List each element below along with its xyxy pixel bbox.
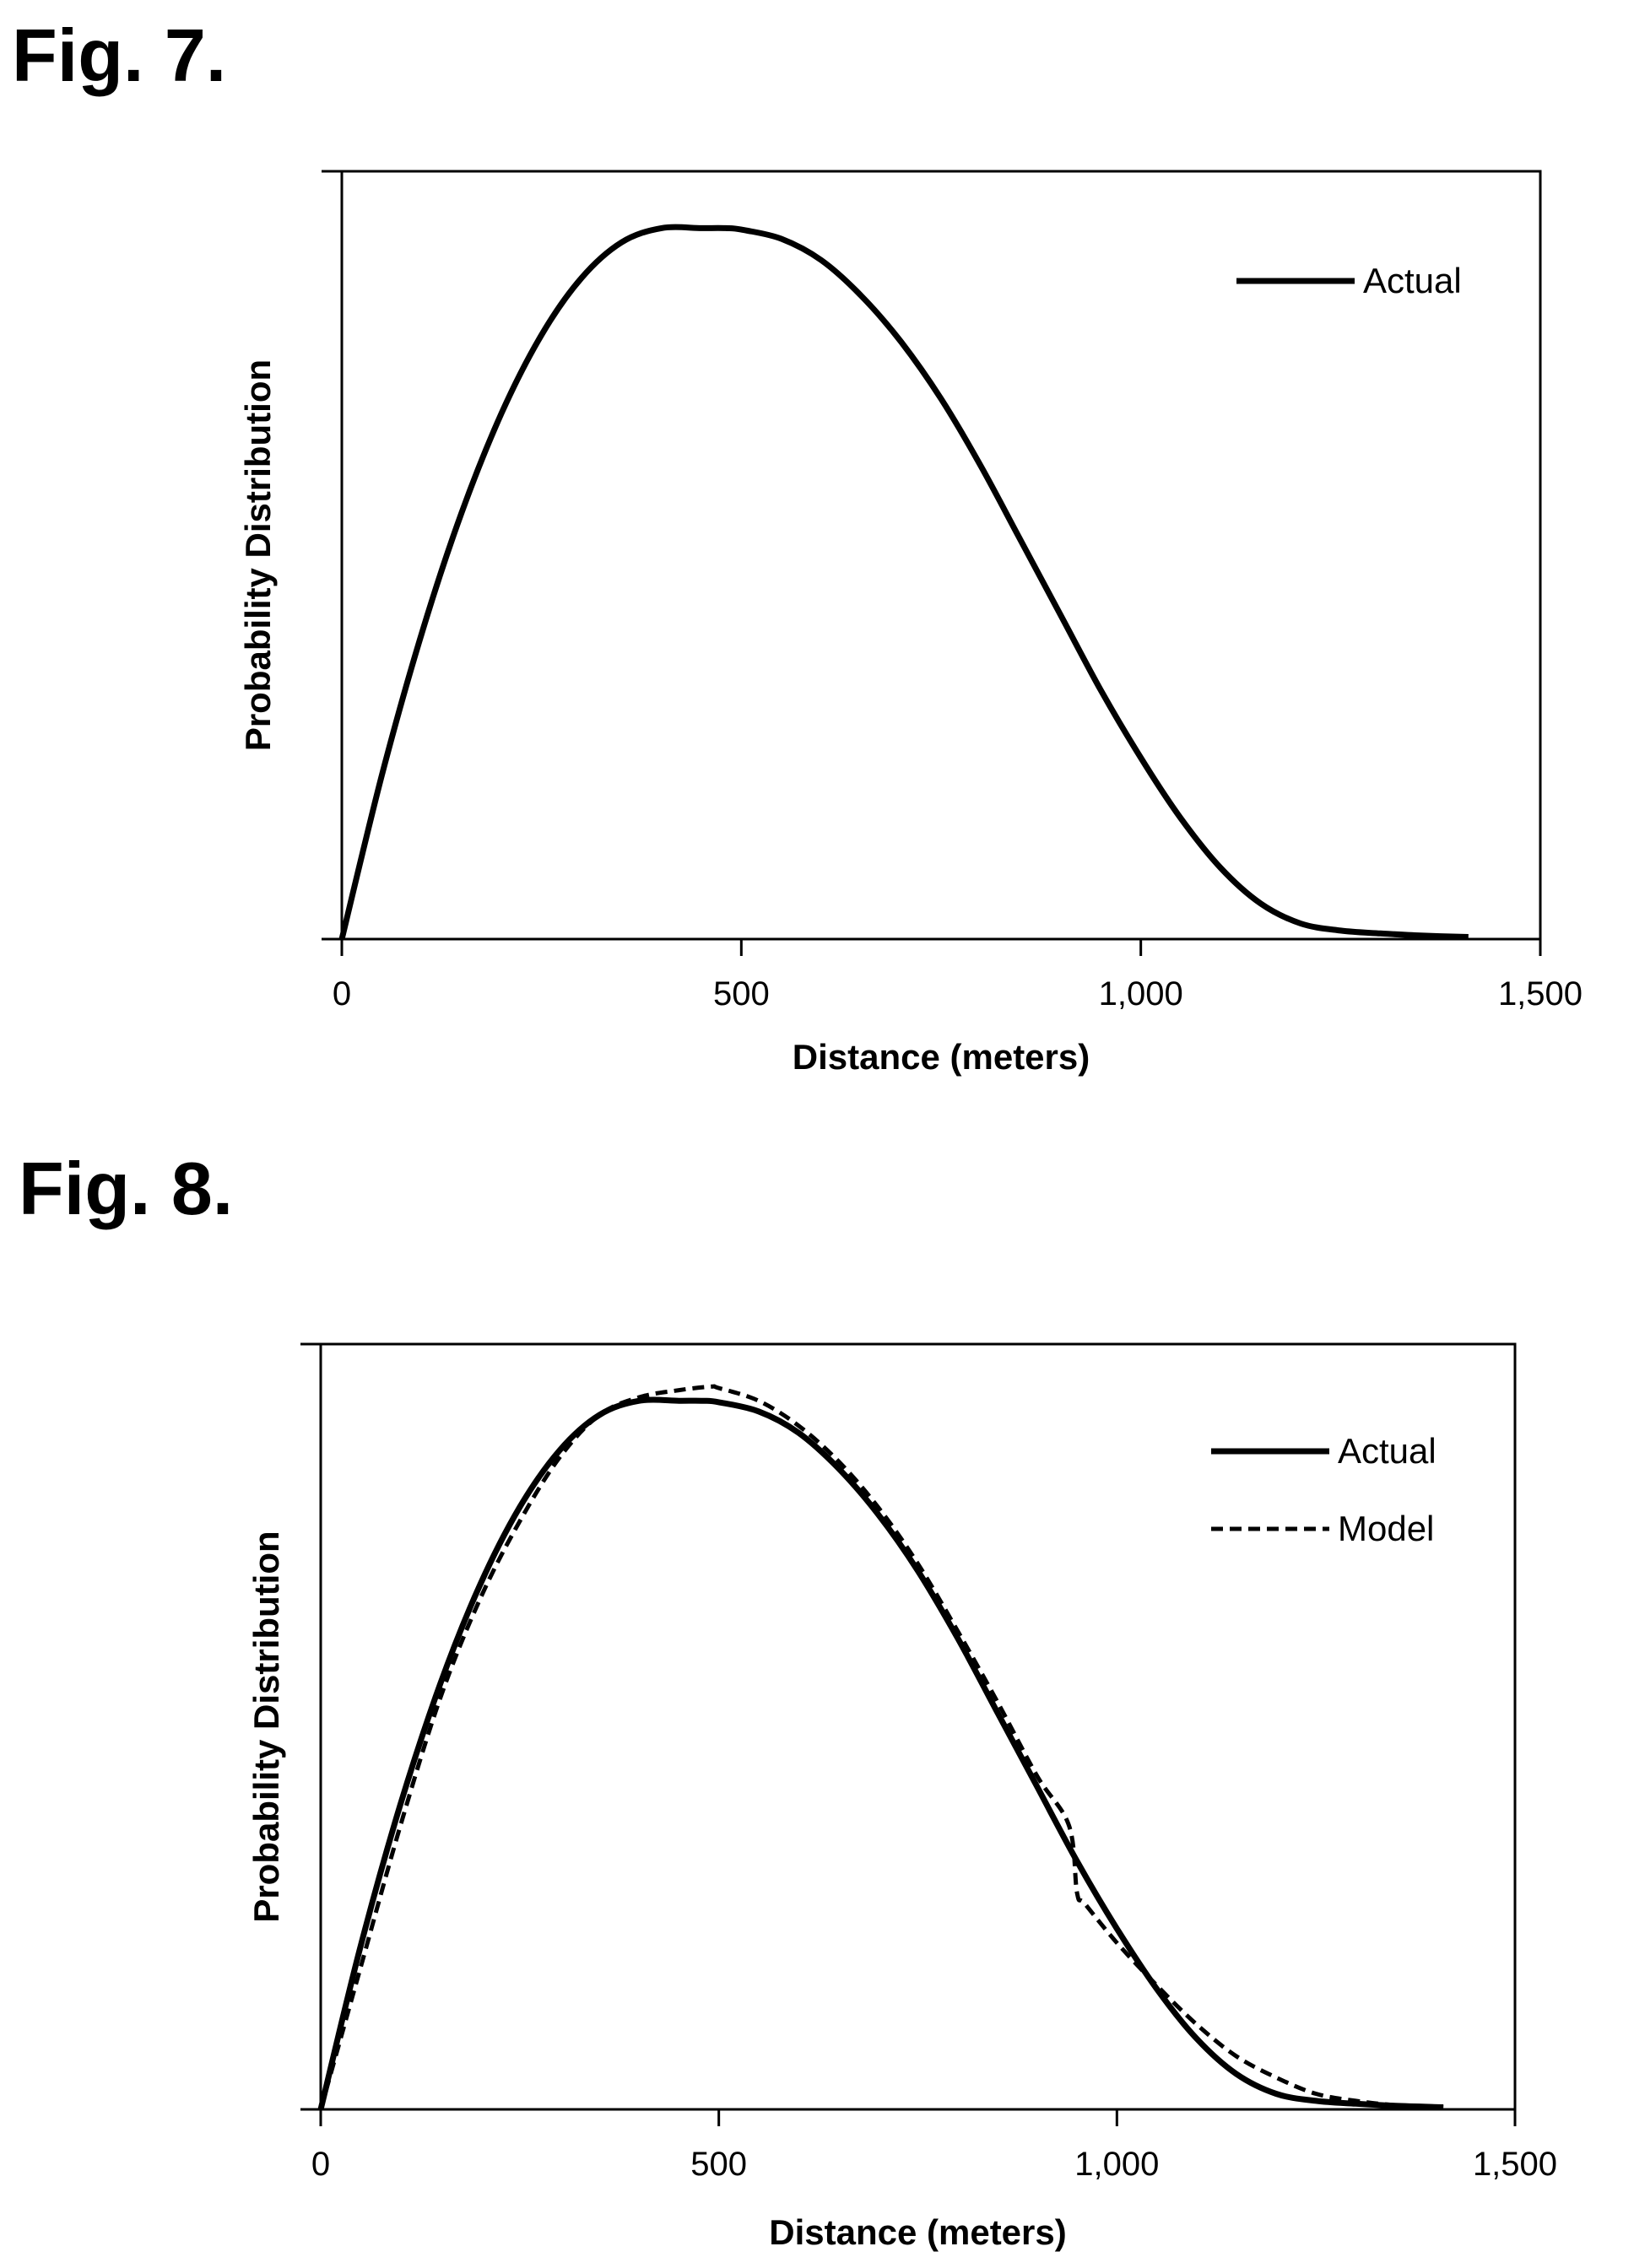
fig7-plot-frame (340, 170, 1542, 941)
figure-7-label: Fig. 7. (12, 14, 227, 97)
fig8-y-axis-title: Probability Distribution (246, 1531, 286, 1922)
fig8-x-axis-title: Distance (meters) (769, 2212, 1066, 2252)
fig8-x-tick-label: 1,500 (1473, 2146, 1557, 2183)
figure-8-label: Fig. 8. (19, 1147, 234, 1230)
fig7-x-axis-title: Distance (meters) (793, 1037, 1090, 1077)
fig7-x-tick-label: 0 (333, 975, 351, 1012)
fig8-series-actual-line (317, 1396, 1444, 2110)
fig7-legend-label-actual: Actual (1363, 261, 1462, 300)
fig7-y-axis-title: Probability Distribution (238, 359, 278, 751)
chart-figure-7: 0 500 1,000 1,500 Distance (meters) Probabili… (238, 170, 1583, 1077)
fig8-x-tick-label: 0 (311, 2146, 330, 2183)
fig8-plot-frame (319, 1342, 1517, 2111)
fig7-series-actual-line (338, 224, 1469, 940)
fig7-x-tick-label: 1,000 (1099, 975, 1183, 1012)
fig8-series-model-line (318, 1384, 1444, 2110)
fig7-x-tick-label: 500 (713, 975, 770, 1012)
fig8-x-tick-label: 500 (690, 2146, 747, 2183)
fig8-legend-label-actual: Actual (1338, 1431, 1437, 1471)
fig8-x-tick-label: 1,000 (1074, 2146, 1159, 2183)
fig7-x-tick-label: 1,500 (1498, 975, 1583, 1012)
fig8-legend-label-model: Model (1338, 1509, 1434, 1548)
